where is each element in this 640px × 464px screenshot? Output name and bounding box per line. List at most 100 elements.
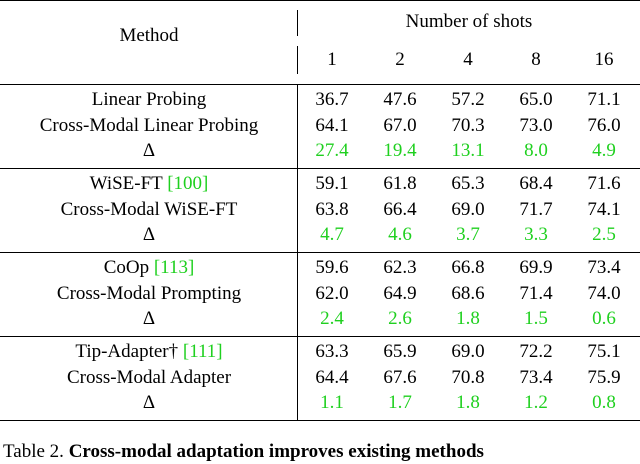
accuracy-value: 57.2 <box>451 89 485 110</box>
body-divider <box>297 84 298 420</box>
accuracy-value: 65.9 <box>383 341 417 362</box>
accuracy-value: 71.1 <box>587 89 621 110</box>
method-text: Cross-Modal Linear Probing <box>39 114 259 136</box>
method-text: Cross-Modal Prompting <box>56 282 242 304</box>
accuracy-value: 64.1 <box>315 114 349 136</box>
accuracy-value: 69.0 <box>451 198 485 220</box>
accuracy-value: 71.7 <box>519 198 553 220</box>
method-name: WiSE-FT [100] <box>0 172 298 196</box>
method-name: Cross-Modal Linear Probing <box>0 114 298 138</box>
accuracy-value: 59.6 <box>315 257 349 278</box>
delta-value: 3.3 <box>524 224 548 245</box>
header-rule <box>0 84 640 85</box>
method-header: Method <box>119 25 179 46</box>
accuracy-value: 70.8 <box>451 366 485 388</box>
accuracy-value: 73.0 <box>519 114 553 136</box>
shot-header: 1 <box>327 49 337 70</box>
shot-header: 16 <box>594 49 614 70</box>
accuracy-value: 69.0 <box>451 341 485 362</box>
delta-value: 19.4 <box>383 140 417 161</box>
accuracy-value: 74.1 <box>587 198 621 220</box>
accuracy-value: 73.4 <box>519 366 553 388</box>
citation-link[interactable]: [113] <box>153 257 195 278</box>
method-name: Cross-Modal WiSE-FT <box>0 198 298 222</box>
accuracy-value: 72.2 <box>519 341 553 362</box>
bottom-rule <box>0 420 640 421</box>
accuracy-value: 67.6 <box>383 366 417 388</box>
method-text: Cross-Modal WiSE-FT <box>60 198 238 220</box>
method-text: Δ <box>142 392 156 413</box>
citation-link[interactable]: [100] <box>167 173 209 194</box>
delta-value: 0.8 <box>592 392 616 413</box>
delta-value: 2.5 <box>592 224 616 245</box>
caption-bold: Cross-modal adaptation improves existing… <box>68 441 484 462</box>
accuracy-value: 66.4 <box>383 198 417 220</box>
delta-label: Δ <box>0 139 298 163</box>
shot-header: 2 <box>395 49 405 70</box>
delta-value: 27.4 <box>315 140 349 161</box>
delta-value: 2.4 <box>320 308 344 329</box>
header-divider-bottom <box>297 46 298 74</box>
delta-label: Δ <box>0 223 298 247</box>
group-rule-1 <box>0 168 640 169</box>
accuracy-value: 62.0 <box>315 282 349 304</box>
accuracy-value: 75.9 <box>587 366 621 388</box>
delta-value: 4.9 <box>592 140 616 161</box>
accuracy-value: 36.7 <box>315 89 349 110</box>
accuracy-value: 62.3 <box>383 257 417 278</box>
group-rule-3 <box>0 336 640 337</box>
delta-value: 1.8 <box>456 308 480 329</box>
accuracy-value: 64.9 <box>383 282 417 304</box>
accuracy-value: 63.3 <box>315 341 349 362</box>
accuracy-value: 59.1 <box>315 173 349 194</box>
method-name: Linear Probing <box>0 88 298 112</box>
shots-header: Number of shots <box>405 11 533 32</box>
accuracy-value: 76.0 <box>587 114 621 136</box>
accuracy-value: 74.0 <box>587 282 621 304</box>
accuracy-value: 65.3 <box>451 173 485 194</box>
accuracy-value: 75.1 <box>587 341 621 362</box>
group-rule-2 <box>0 252 640 253</box>
accuracy-value: 71.4 <box>519 282 553 304</box>
accuracy-value: 68.6 <box>451 282 485 304</box>
method-name: Tip-Adapter† [111] <box>0 340 298 364</box>
caption-prefix: Table 2. <box>3 441 69 462</box>
accuracy-value: 47.6 <box>383 89 417 110</box>
accuracy-value: 66.8 <box>451 257 485 278</box>
accuracy-value: 63.8 <box>315 198 349 220</box>
delta-value: 4.6 <box>388 224 412 245</box>
accuracy-value: 65.0 <box>519 89 553 110</box>
delta-value: 1.1 <box>320 392 344 413</box>
top-rule <box>0 0 640 1</box>
method-text: Δ <box>142 308 156 329</box>
delta-value: 1.5 <box>524 308 548 329</box>
citation-link[interactable]: [111] <box>182 341 223 362</box>
delta-value: 4.7 <box>320 224 344 245</box>
accuracy-value: 61.8 <box>383 173 417 194</box>
method-text: Cross-Modal Adapter <box>66 366 232 388</box>
method-text: Tip-Adapter† <box>75 341 183 362</box>
method-text: Δ <box>142 224 156 245</box>
method-text: WiSE-FT <box>89 173 168 194</box>
delta-value: 1.8 <box>456 392 480 413</box>
accuracy-value: 70.3 <box>451 114 485 136</box>
method-text: Δ <box>142 140 156 161</box>
delta-value: 3.7 <box>456 224 480 245</box>
accuracy-value: 68.4 <box>519 173 553 194</box>
shot-header: 8 <box>531 49 541 70</box>
header-divider-top <box>297 10 298 36</box>
accuracy-value: 69.9 <box>519 257 553 278</box>
table-caption: Table 2. Cross-modal adaptation improves… <box>3 440 484 464</box>
delta-value: 13.1 <box>451 140 485 161</box>
delta-value: 1.2 <box>524 392 548 413</box>
delta-label: Δ <box>0 391 298 415</box>
accuracy-value: 67.0 <box>383 114 417 136</box>
accuracy-value: 73.4 <box>587 257 621 278</box>
delta-label: Δ <box>0 307 298 331</box>
accuracy-value: 71.6 <box>587 173 621 194</box>
method-name: Cross-Modal Adapter <box>0 366 298 390</box>
delta-value: 1.7 <box>388 392 412 413</box>
method-name: CoOp [113] <box>0 256 298 280</box>
delta-value: 2.6 <box>388 308 412 329</box>
